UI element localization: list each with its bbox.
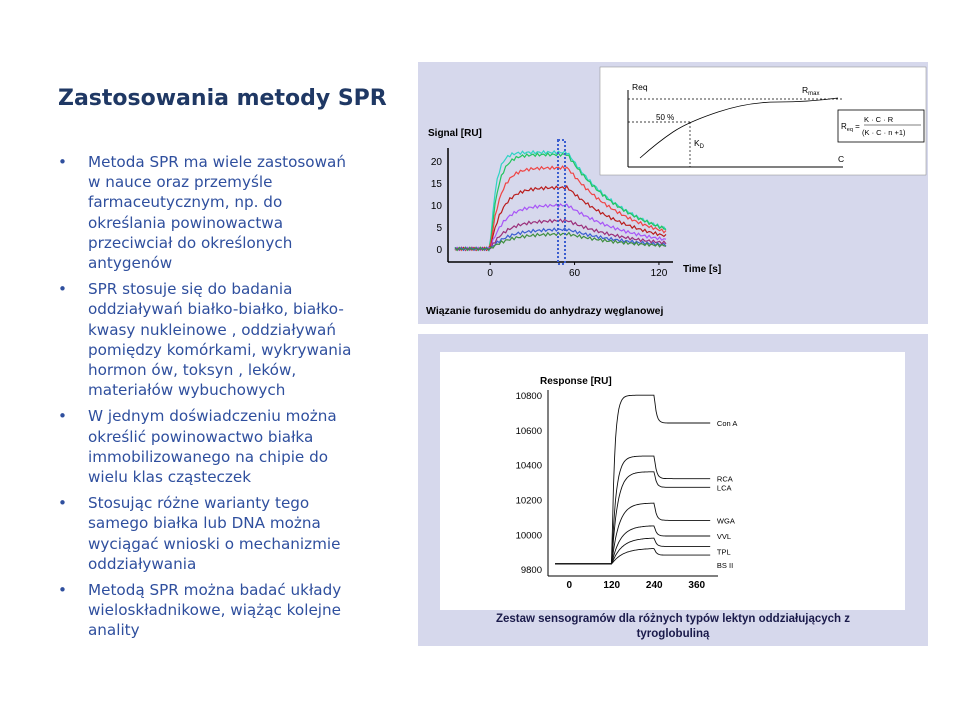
series-label: Con A xyxy=(717,419,737,428)
y-axis-label: Response [RU] xyxy=(540,376,612,387)
sensorgram-curve xyxy=(555,548,711,565)
formula-numerator: K · C · R xyxy=(864,115,894,124)
series-label: VVL xyxy=(717,532,731,541)
series-label: BS II xyxy=(717,561,733,570)
figure-caption: Wiązanie furosemidu do anhydrazy węglano… xyxy=(426,305,663,317)
inset-x-label: C xyxy=(838,154,844,164)
bullet-text: W jednym doświadczeniu można określić po… xyxy=(88,407,337,487)
half-saturation-label: 50 % xyxy=(656,113,674,122)
rmax-label: Rmax xyxy=(802,85,819,97)
sensorgram-curve xyxy=(555,471,711,565)
bullet-marker: • xyxy=(58,407,67,426)
y-tick-label: 20 xyxy=(431,157,443,168)
sensorgram-curve xyxy=(555,394,711,565)
bullet-item: • W jednym doświadczeniu można określić p… xyxy=(58,406,358,487)
x-tick-label: 240 xyxy=(646,580,663,591)
bottom-figure-panel: Response [RU] 0 120 240 360 9800 10000 10200 10… xyxy=(418,334,928,646)
y-tick-label: 10600 xyxy=(516,426,542,437)
x-axis-label: Time [s] xyxy=(683,264,721,275)
x-tick-label: 0 xyxy=(566,580,572,591)
bullet-item: • SPR stosuje się do badania oddziaływań … xyxy=(58,279,358,400)
y-tick-label: 10000 xyxy=(516,530,542,541)
slide-title: Zastosowania metody SPR xyxy=(58,86,387,111)
binding-isotherm-inset: Req C Rmax 50 % KD Req = K · C · R (K · … xyxy=(599,66,927,176)
svg-text:Req =: Req = xyxy=(841,122,860,133)
figure-caption-line2: tyroglobuliną xyxy=(637,628,710,640)
x-tick-label: 0 xyxy=(487,268,493,279)
y-tick-label: 10 xyxy=(431,201,443,212)
bullet-text: Metodą SPR można badać układy wieloskład… xyxy=(88,581,342,640)
x-tick-label: 120 xyxy=(603,580,620,591)
formula-denominator: (K · C · n +1) xyxy=(862,128,906,137)
figure-caption-line1: Zestaw sensogramów dla różnych typów lek… xyxy=(496,613,850,625)
kd-label: KD xyxy=(694,138,705,150)
series-label: RCA xyxy=(717,475,733,484)
series-label: LCA xyxy=(717,483,732,492)
x-tick-label: 60 xyxy=(569,268,581,279)
formula-box xyxy=(837,109,925,143)
lectin-sensorgrams: Response [RU] 0 120 240 360 9800 10000 10200 10… xyxy=(496,376,850,640)
inset-y-label: Req xyxy=(632,82,648,92)
bullet-text: Stosując różne warianty tego samego biał… xyxy=(88,494,341,573)
sensorgram-curve xyxy=(555,525,711,565)
furosemide-sensorgram: Signal [RU] Time [s] 0 60 120 0 5 10 15 20 Wiąz… xyxy=(426,66,927,317)
y-tick-label: 5 xyxy=(436,223,442,234)
bullet-marker: • xyxy=(58,280,67,299)
y-tick-label: 0 xyxy=(436,245,442,256)
bullet-marker: • xyxy=(58,153,67,171)
series-label: WGA xyxy=(717,516,735,525)
series-label: TPL xyxy=(717,547,731,556)
top-figure-panel: Signal [RU] Time [s] 0 60 120 0 5 10 15 20 Wiąz… xyxy=(418,62,928,324)
x-tick-label: 360 xyxy=(688,580,705,591)
sensorgram-curve xyxy=(454,231,667,252)
y-tick-label: 15 xyxy=(431,179,443,190)
sensorgram-curve xyxy=(454,152,667,252)
y-tick-label: 9800 xyxy=(521,565,542,576)
y-tick-label: 10800 xyxy=(516,391,542,402)
bullet-item: • Metodą SPR można badać układy wieloskła… xyxy=(58,580,358,641)
sensorgram-curve xyxy=(555,455,711,565)
y-axis-label: Signal [RU] xyxy=(428,128,482,139)
bullet-text: Metoda SPR ma wiele zastosowań w nauce o… xyxy=(88,153,346,273)
isotherm-curve xyxy=(639,97,839,159)
y-tick-label: 10400 xyxy=(516,461,542,472)
bullet-item: • Stosując różne warianty tego samego bia… xyxy=(58,493,358,574)
bullet-item: • Metoda SPR ma wiele zastosowań w nauce … xyxy=(58,152,358,273)
x-tick-label: 120 xyxy=(651,268,668,279)
bullet-marker: • xyxy=(58,494,67,513)
injection-marker xyxy=(557,139,566,265)
sensorgram-curve xyxy=(454,184,667,252)
y-tick-label: 10200 xyxy=(516,496,542,507)
bullet-text: SPR stosuje się do badania oddziaływań b… xyxy=(88,280,352,400)
bullet-list: • Metoda SPR ma wiele zastosowań w nauce … xyxy=(58,152,358,647)
bullet-marker: • xyxy=(58,581,67,600)
sensorgram-curve xyxy=(454,165,667,252)
